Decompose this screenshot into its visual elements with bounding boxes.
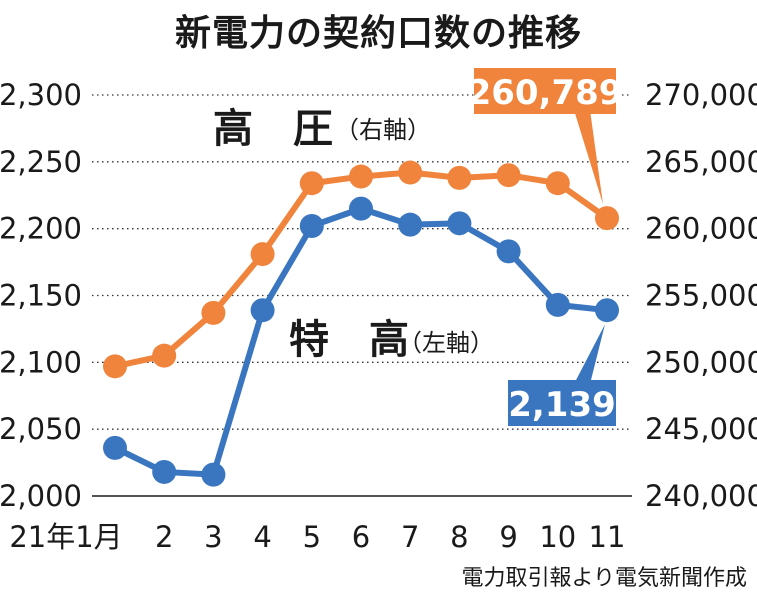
data-point (496, 163, 521, 188)
data-point (152, 459, 177, 484)
data-point (152, 343, 177, 368)
data-point (201, 300, 226, 325)
x-tick-label: 11 (589, 520, 626, 554)
left-tick-label: 2,100 (0, 345, 82, 379)
data-point (201, 462, 226, 487)
left-tick-label: 2,150 (0, 279, 82, 313)
data-point (447, 165, 472, 190)
x-tick-label: 7 (401, 520, 419, 554)
left-tick-label: 2,300 (0, 78, 82, 112)
x-tick-label: 4 (253, 520, 271, 554)
x-tick-label: 2 (155, 520, 173, 554)
data-point (398, 212, 423, 237)
x-tick-label: 9 (499, 520, 517, 554)
data-point (496, 239, 521, 264)
chart-title: 新電力の契約口数の推移 (174, 13, 582, 54)
data-point (545, 292, 570, 317)
data-point (545, 171, 570, 196)
x-tick-label: 21年1月 (9, 520, 122, 554)
data-point (349, 196, 373, 221)
right-tick-label: 240,000 (645, 479, 757, 513)
data-point (103, 435, 127, 460)
right-tick-label: 250,000 (645, 345, 757, 379)
left-tick-label: 2,000 (0, 479, 82, 513)
callout-pointer (574, 110, 603, 205)
series-axis-note: （左軸） (398, 329, 494, 357)
callout-label: 2,139 (508, 385, 616, 425)
left-tick-label: 2,050 (0, 412, 82, 446)
left-tick-label: 2,200 (0, 212, 82, 246)
data-point (250, 298, 275, 323)
source-note: 電力取引報より電気新聞作成 (461, 566, 747, 591)
right-tick-label: 260,000 (645, 212, 757, 246)
x-tick-label: 3 (204, 520, 222, 554)
series-label: 特 高 (289, 317, 409, 363)
callout-box (474, 68, 616, 114)
data-point (349, 164, 373, 189)
x-tick-label: 6 (352, 520, 370, 554)
right-tick-label: 255,000 (645, 279, 757, 313)
data-point (398, 160, 423, 185)
right-tick-label: 270,000 (645, 78, 757, 112)
data-point (299, 171, 324, 196)
data-point (595, 298, 619, 323)
data-point (595, 206, 619, 231)
right-tick-label: 245,000 (645, 412, 757, 446)
series-axis-note: （右軸） (335, 116, 431, 144)
callout-pointer (574, 324, 605, 384)
callout-label: 260,789 (468, 73, 623, 113)
data-point (447, 211, 472, 236)
series-label: 高 圧 (213, 106, 333, 152)
data-point (250, 242, 275, 267)
x-tick-label: 5 (303, 520, 321, 554)
data-point (299, 213, 324, 238)
data-point (103, 354, 127, 379)
x-tick-label: 8 (450, 520, 468, 554)
callout-box (508, 380, 616, 426)
left-tick-label: 2,250 (0, 145, 82, 179)
x-tick-label: 10 (539, 520, 576, 554)
right-tick-label: 265,000 (645, 145, 757, 179)
